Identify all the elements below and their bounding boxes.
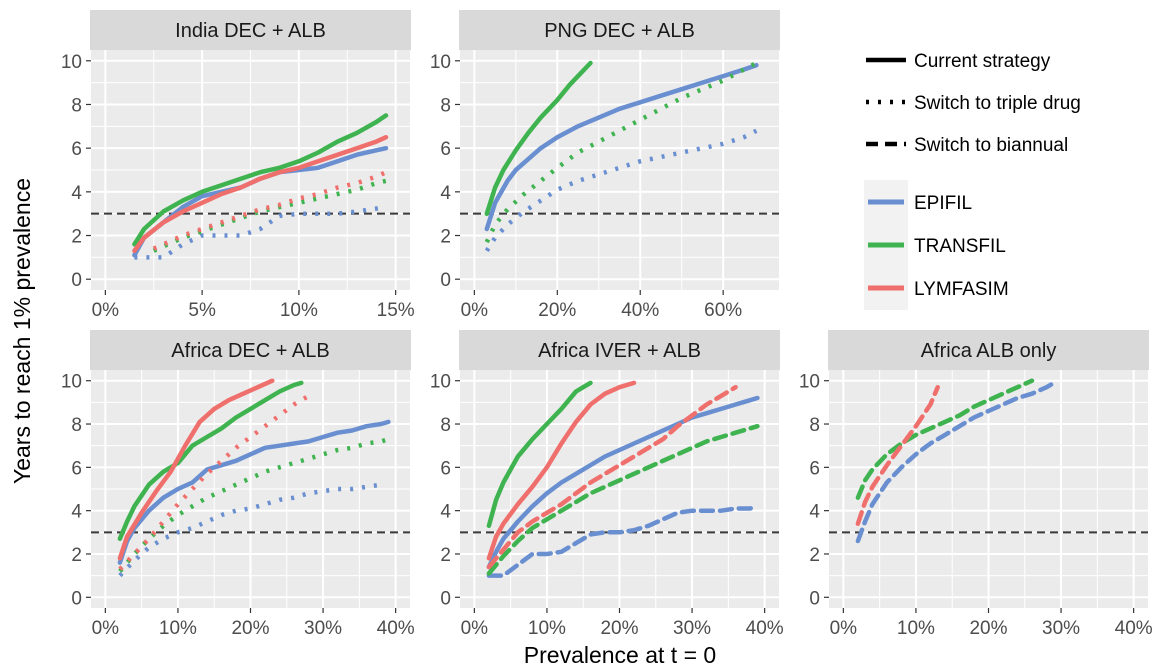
x-tick-label: 5%: [188, 300, 216, 321]
series-line-transfil: [855, 378, 1035, 500]
legend-label: Current strategy: [914, 51, 1051, 72]
x-tick-label: 0%: [461, 618, 489, 639]
y-tick-label: 2: [440, 545, 451, 566]
y-tick-label: 0: [440, 588, 451, 609]
y-tick-label: 0: [71, 588, 82, 609]
y-tick-label: 6: [71, 458, 82, 479]
legend-label: Switch to biannual: [914, 135, 1068, 156]
legend-label: TRANSFIL: [914, 236, 1006, 257]
x-tick-label: 20%: [969, 618, 1007, 639]
y-tick-label: 8: [71, 415, 82, 436]
y-tick-label: 6: [440, 139, 451, 160]
series-line-epifil: [117, 419, 391, 565]
y-tick-label: 2: [809, 545, 820, 566]
series-line-transfil: [118, 437, 390, 573]
x-tick-label: 20%: [231, 618, 269, 639]
y-tick-label: 0: [71, 270, 82, 291]
y-tick-label: 2: [71, 545, 82, 566]
series-line-transfil: [486, 380, 593, 529]
legend-label: LYMFASIM: [914, 279, 1009, 300]
panel-4: Africa ALB only 0% 10% 20% 30% 40% 0 2 4 6 8 10: [799, 330, 1153, 639]
y-tick-label: 8: [440, 95, 451, 116]
y-tick-label: 8: [809, 415, 820, 436]
y-tick-label: 0: [809, 588, 820, 609]
x-tick-label: 0%: [830, 618, 858, 639]
series-line-epifil: [134, 204, 387, 260]
y-tick-label: 6: [809, 458, 820, 479]
panel-3: Africa IVER + ALB 0% 10% 20% 30% 40% 0 2 4 6 8 10: [430, 330, 784, 639]
x-tick-label: 30%: [1042, 618, 1080, 639]
y-tick-label: 10: [430, 372, 451, 393]
x-tick-label: 40%: [377, 618, 415, 639]
y-tick-label: 10: [61, 372, 82, 393]
legend-linetype-box: [864, 42, 1116, 172]
y-tick-label: 4: [440, 183, 451, 204]
y-tick-label: 4: [440, 502, 451, 523]
x-tick-label: 40%: [1115, 618, 1153, 639]
x-tick-label: 0%: [461, 300, 489, 321]
series-line-transfil: [486, 423, 760, 576]
y-tick-label: 6: [71, 139, 82, 160]
series-line-transfil: [117, 380, 304, 542]
panel-1: PNG DEC + ALB 0% 20% 40% 60% 0 2 4 6 8 10: [430, 10, 780, 321]
x-tick-label: 30%: [673, 618, 711, 639]
x-tick-label: 15%: [377, 300, 415, 321]
series-line-epifil: [486, 504, 760, 578]
legend-label: EPIFIL: [914, 193, 972, 214]
x-tick-label: 10%: [528, 618, 566, 639]
x-tick-label: 60%: [704, 300, 742, 321]
y-axis-title: Years to reach 1% prevalence: [9, 178, 35, 484]
x-tick-label: 40%: [746, 618, 784, 639]
facet-strip: [828, 330, 1149, 370]
panel-0: India DEC + ALB 0% 5% 10% 15% 0 2 4 6 8 10: [61, 10, 415, 321]
series-line-epifil: [484, 62, 759, 232]
facet-title: PNG DEC + ALB: [544, 20, 695, 42]
facet-title: Africa ALB only: [921, 340, 1057, 362]
y-tick-label: 4: [809, 502, 820, 523]
series-line-lymfasim: [486, 384, 738, 570]
y-tick-label: 8: [71, 95, 82, 116]
y-tick-label: 4: [71, 502, 82, 523]
y-tick-label: 2: [440, 227, 451, 248]
x-tick-label: 0%: [92, 618, 120, 639]
x-tick-label: 0%: [92, 300, 120, 321]
y-tick-label: 2: [71, 227, 82, 248]
legend-label: Switch to triple drug: [914, 93, 1081, 114]
facet-title: Africa DEC + ALB: [171, 340, 329, 362]
x-tick-label: 10%: [897, 618, 935, 639]
y-tick-label: 10: [799, 372, 820, 393]
x-tick-label: 20%: [600, 618, 638, 639]
series-line-lymfasim: [855, 384, 940, 526]
y-tick-label: 10: [430, 52, 451, 73]
x-tick-label: 30%: [304, 618, 342, 639]
legend: Current strategy Switch to triple drug Swi…: [864, 42, 1116, 310]
facet-title: India DEC + ALB: [175, 20, 326, 42]
y-tick-label: 6: [440, 458, 451, 479]
y-tick-label: 10: [61, 52, 82, 73]
series-line-transfil: [484, 61, 758, 244]
series-line-lymfasim: [486, 380, 637, 561]
series-line-epifil: [855, 380, 1057, 544]
x-axis-title: Prevalence at t = 0: [524, 642, 716, 668]
series-line-transfil: [484, 60, 593, 216]
x-tick-label: 10%: [280, 300, 318, 321]
x-tick-label: 40%: [621, 300, 659, 321]
y-tick-label: 4: [71, 183, 82, 204]
facet-strip: [90, 330, 411, 370]
facet-title: Africa IVER + ALB: [538, 340, 701, 362]
x-tick-label: 20%: [538, 300, 576, 321]
facet-strip: [459, 10, 780, 50]
y-tick-label: 8: [440, 415, 451, 436]
x-tick-label: 10%: [159, 618, 197, 639]
y-tick-label: 0: [440, 270, 451, 291]
facet-strip: [459, 330, 780, 370]
panel-2: Africa DEC + ALB 0% 10% 20% 30% 40% 0 2 4 6 8 10: [61, 330, 415, 639]
facet-strip: [90, 10, 411, 50]
series-line-transfil: [132, 113, 389, 247]
series-line-lymfasim: [117, 378, 275, 561]
series-line-lymfasim: [132, 134, 389, 254]
series-line-epifil: [486, 395, 760, 570]
